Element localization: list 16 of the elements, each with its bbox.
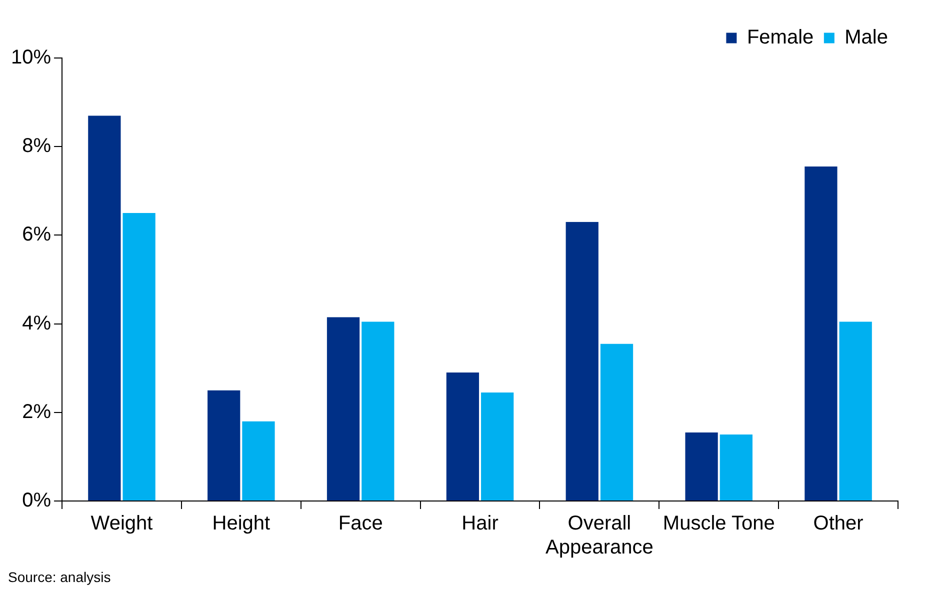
y-tick-label: 10% [11, 46, 52, 69]
x-tick-label: Muscle Tone [662, 512, 775, 535]
x-tick-label: Height [212, 512, 271, 535]
legend-label: Male [844, 26, 888, 49]
y-tick-label: 2% [22, 400, 52, 423]
y-tick-label: 6% [22, 224, 52, 246]
x-tick-label: Overall Appearance [546, 512, 654, 559]
y-tick-label: 8% [22, 135, 52, 158]
x-tick-label: Hair [462, 512, 499, 535]
y-tick-label: 0% [22, 490, 52, 512]
legend-label: Female [746, 26, 814, 49]
x-tick-label: Other [813, 512, 864, 535]
y-tick-label: 4% [22, 312, 52, 334]
x-tick-label: Face [338, 512, 383, 535]
x-tick-label: Weight [90, 512, 154, 535]
source-note: Source: analysis [8, 569, 112, 585]
